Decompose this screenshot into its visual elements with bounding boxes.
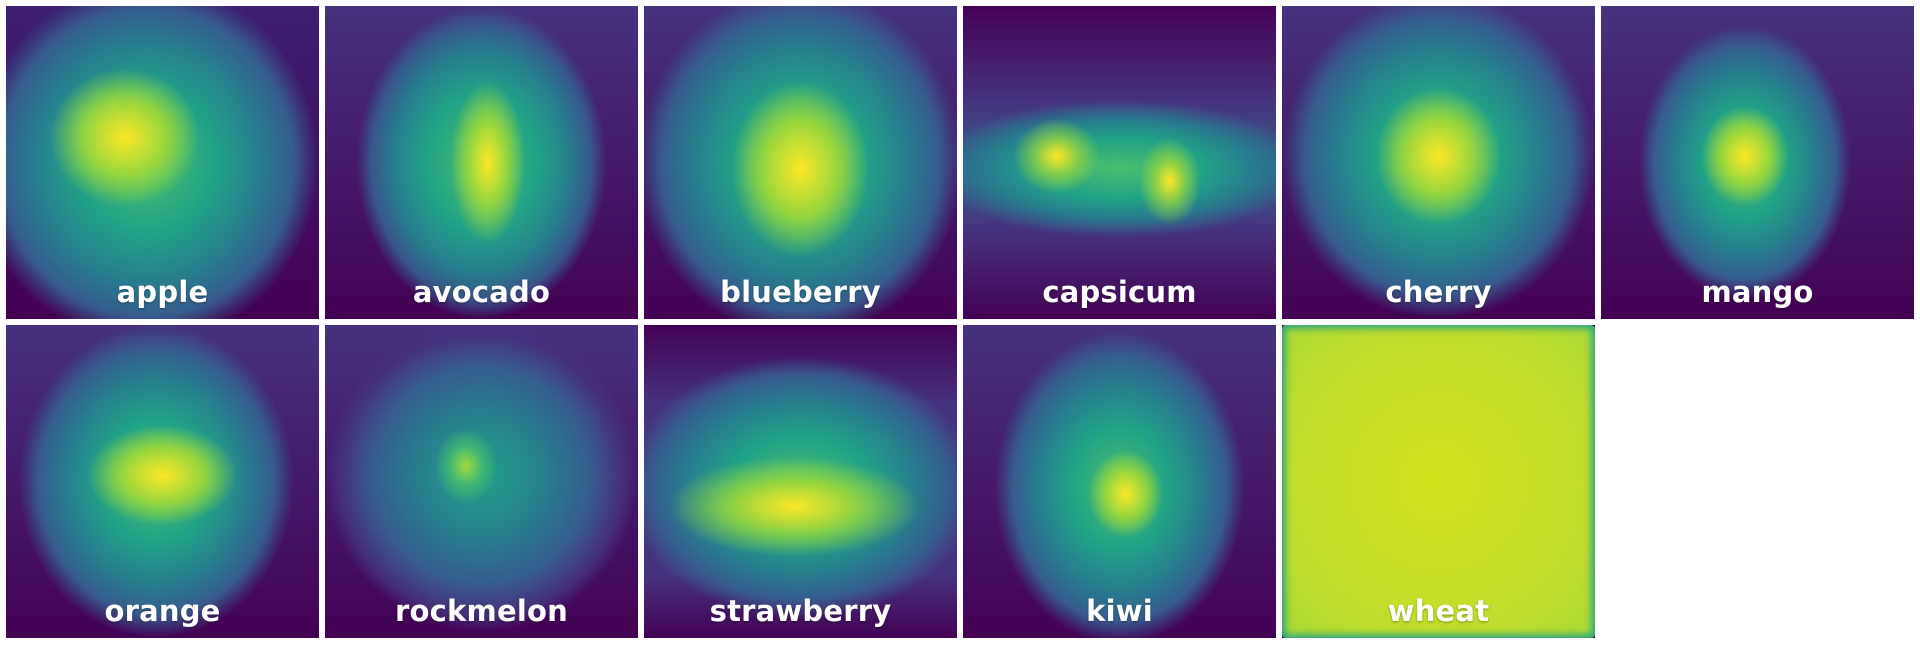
heatmap-tile-orange: orange <box>6 325 319 638</box>
heatmap-tile-kiwi: kiwi <box>963 325 1276 638</box>
heatmap-tile-apple: apple <box>6 6 319 319</box>
heatmap-image <box>325 325 638 638</box>
tile-label: orange <box>104 594 221 628</box>
tile-label: kiwi <box>1086 594 1153 628</box>
heatmap-image <box>325 6 638 319</box>
heatmap-tile-cherry: cherry <box>1282 6 1595 319</box>
heatmap-tile-mango: mango <box>1601 6 1914 319</box>
heatmap-tile-avocado: avocado <box>325 6 638 319</box>
heatmap-image <box>1601 6 1914 319</box>
tile-label: capsicum <box>1042 275 1197 309</box>
tile-label: apple <box>116 275 209 309</box>
heatmap-image <box>6 325 319 638</box>
heatmap-tile-blueberry: blueberry <box>644 6 957 319</box>
tile-label: rockmelon <box>395 594 568 628</box>
heatmap-image <box>963 325 1276 638</box>
heatmap-tile-wheat: wheat <box>1282 325 1595 638</box>
tile-label: mango <box>1701 275 1814 309</box>
heatmap-image <box>644 6 957 319</box>
heatmap-image <box>1282 6 1595 319</box>
tile-label: cherry <box>1385 275 1492 309</box>
heatmap-image <box>963 6 1276 319</box>
tile-label: wheat <box>1387 594 1490 628</box>
tile-label: blueberry <box>720 275 881 309</box>
heatmap-tile-strawberry: strawberry <box>644 325 957 638</box>
tile-label: avocado <box>412 275 551 309</box>
heatmap-tile-capsicum: capsicum <box>963 6 1276 319</box>
tile-label: strawberry <box>709 594 892 628</box>
heatmap-image <box>644 325 957 638</box>
heatmap-image <box>1282 325 1595 638</box>
heatmap-image <box>6 6 319 319</box>
heatmap-tile-rockmelon: rockmelon <box>325 325 638 638</box>
